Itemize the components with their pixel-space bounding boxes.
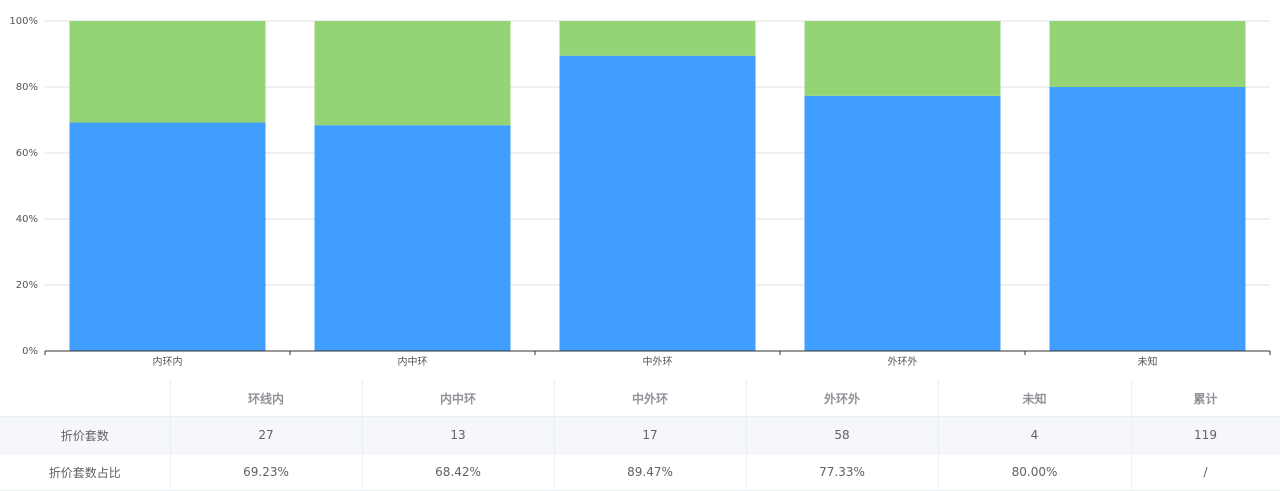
x-tick-label: 外环外: [888, 356, 918, 368]
y-tick-label: 40%: [16, 214, 38, 225]
x-tick-label: 内环内: [153, 355, 183, 368]
header-cell: 外环外: [746, 380, 939, 417]
x-tick-label: 未知: [1138, 355, 1158, 368]
row-label: 折价套数占比: [0, 453, 171, 491]
y-tick-label: 100%: [9, 16, 38, 27]
table-cell: 119: [1131, 416, 1280, 454]
table-cell: 68.42%: [362, 453, 555, 491]
bar-segment: [1049, 21, 1246, 87]
y-tick-label: 60%: [16, 148, 38, 159]
x-tick-label: 内中环: [398, 355, 428, 368]
table-cell: 17: [554, 416, 747, 454]
header-cell: 累计: [1131, 380, 1280, 417]
row-label: 折价套数: [0, 416, 171, 454]
table-cell: /: [1131, 453, 1280, 491]
bar-segment: [804, 95, 1001, 351]
bar-segment: [1049, 87, 1246, 351]
bar-segment: [559, 55, 756, 352]
table-cell: 69.23%: [170, 453, 363, 491]
table-cell: 89.47%: [554, 453, 747, 491]
summary-table: 环线内 内中环 中外环 外环外 未知 累计折价套数 27 13 17 58 4 119 折价套数占比 69…: [0, 380, 1280, 491]
header-cell: 中外环: [554, 380, 747, 417]
y-tick-label: 20%: [16, 280, 38, 291]
table-cell: 4: [938, 416, 1132, 454]
bar-segment: [69, 21, 266, 123]
bar-segment: [69, 122, 266, 351]
table-cell: 80.00%: [938, 453, 1132, 491]
y-tick-label: 0%: [22, 346, 38, 357]
table-cell: 13: [362, 416, 555, 454]
y-tick-label: 80%: [16, 82, 38, 93]
table-cell: 77.33%: [746, 453, 939, 491]
chart: 0% 20% 40% 60% 80% 100% 内环内 内中环 中外环 外环外 未知: [9, 16, 1271, 368]
bar-segment: [314, 21, 511, 126]
table-cell: 58: [746, 416, 939, 454]
bar-segment: [804, 21, 1001, 96]
x-tick-label: 中外环: [643, 355, 673, 368]
header-cell: 环线内: [170, 380, 363, 417]
table-cell: 27: [170, 416, 363, 454]
header-cell: 未知: [938, 380, 1132, 417]
bar-segment: [559, 21, 756, 56]
header-corner: [0, 380, 171, 417]
bar-segment: [314, 125, 511, 352]
header-cell: 内中环: [362, 380, 555, 417]
